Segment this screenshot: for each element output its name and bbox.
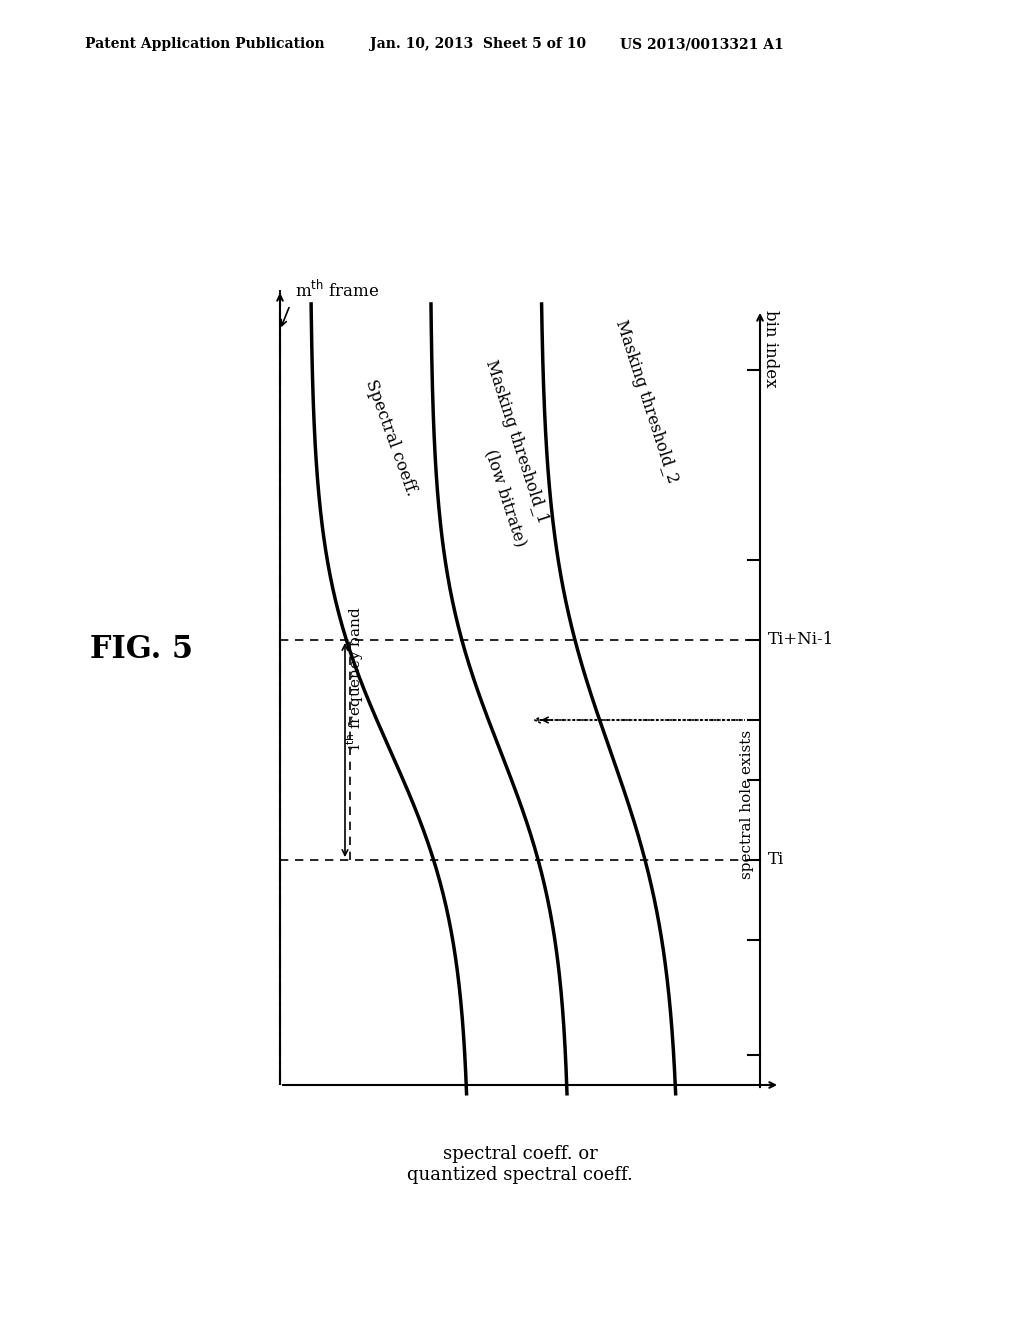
- Text: (low bitrate): (low bitrate): [482, 447, 529, 549]
- Text: bin index: bin index: [762, 310, 778, 388]
- Text: spectral coeff. or
quantized spectral coeff.: spectral coeff. or quantized spectral co…: [408, 1144, 633, 1184]
- Text: Jan. 10, 2013  Sheet 5 of 10: Jan. 10, 2013 Sheet 5 of 10: [370, 37, 586, 51]
- Text: Patent Application Publication: Patent Application Publication: [85, 37, 325, 51]
- Text: m$^{\rm th}$ frame: m$^{\rm th}$ frame: [295, 280, 380, 301]
- Text: Spectral coeff.: Spectral coeff.: [362, 378, 420, 498]
- Text: Masking threshold_2: Masking threshold_2: [612, 317, 681, 484]
- Text: spectral hole exists: spectral hole exists: [740, 730, 754, 879]
- Text: Ti: Ti: [768, 851, 784, 869]
- Text: US 2013/0013321 A1: US 2013/0013321 A1: [620, 37, 783, 51]
- Text: Ti+Ni-1: Ti+Ni-1: [768, 631, 835, 648]
- Text: Masking threshold_1: Masking threshold_1: [482, 358, 551, 525]
- Text: i$^{\rm th}$ frequency band: i$^{\rm th}$ frequency band: [344, 606, 366, 750]
- Text: FIG. 5: FIG. 5: [90, 635, 193, 665]
